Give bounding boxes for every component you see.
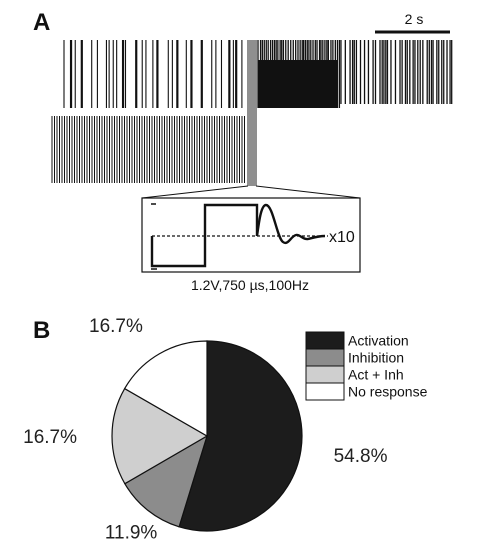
inset-frame [141,197,361,273]
legend-label: Act + Inh [348,367,404,383]
scalebar-label: 2 s [405,11,424,27]
stimulus-parameters-label: 1.2V,750 µs,100Hz [191,277,309,293]
zoom-line-left [141,185,249,199]
legend-swatch [305,382,345,401]
legend-label: Inhibition [348,350,404,366]
pie-slice-act-inh [111,387,209,485]
legend-swatch [305,365,345,384]
spike-trace-top [63,40,453,108]
pie-slice-no-response [123,340,208,438]
pie-slice-inhibition [124,434,209,528]
waveform-inset: x10 [141,197,361,273]
time-scale-bar: 2 s [375,11,450,34]
pie-value-label: 54.8% [334,446,388,467]
pie-chart [111,340,303,532]
legend-label: Activation [348,333,409,349]
stimulation-marker [247,40,257,186]
legend-swatch [305,348,345,367]
panel-b-label: B [33,317,50,344]
panel-a-label: A [33,9,50,36]
gain-label: x10 [329,229,355,246]
pie-value-labels: 54.8% 11.9% 16.7% 16.7% [23,316,387,543]
pie-value-label: 16.7% [23,427,77,448]
legend-swatch [305,331,345,350]
stimulus-train [51,116,245,183]
pie-value-label: 16.7% [89,316,143,337]
legend-label: No response [348,384,428,400]
zoom-line-right [255,185,361,199]
dense-firing-band [258,60,338,108]
pie-slice-activation [178,340,303,532]
pie-value-label: 11.9% [105,523,158,544]
stimulus-waveform [150,203,259,268]
response-waveform-x10 [255,203,326,245]
